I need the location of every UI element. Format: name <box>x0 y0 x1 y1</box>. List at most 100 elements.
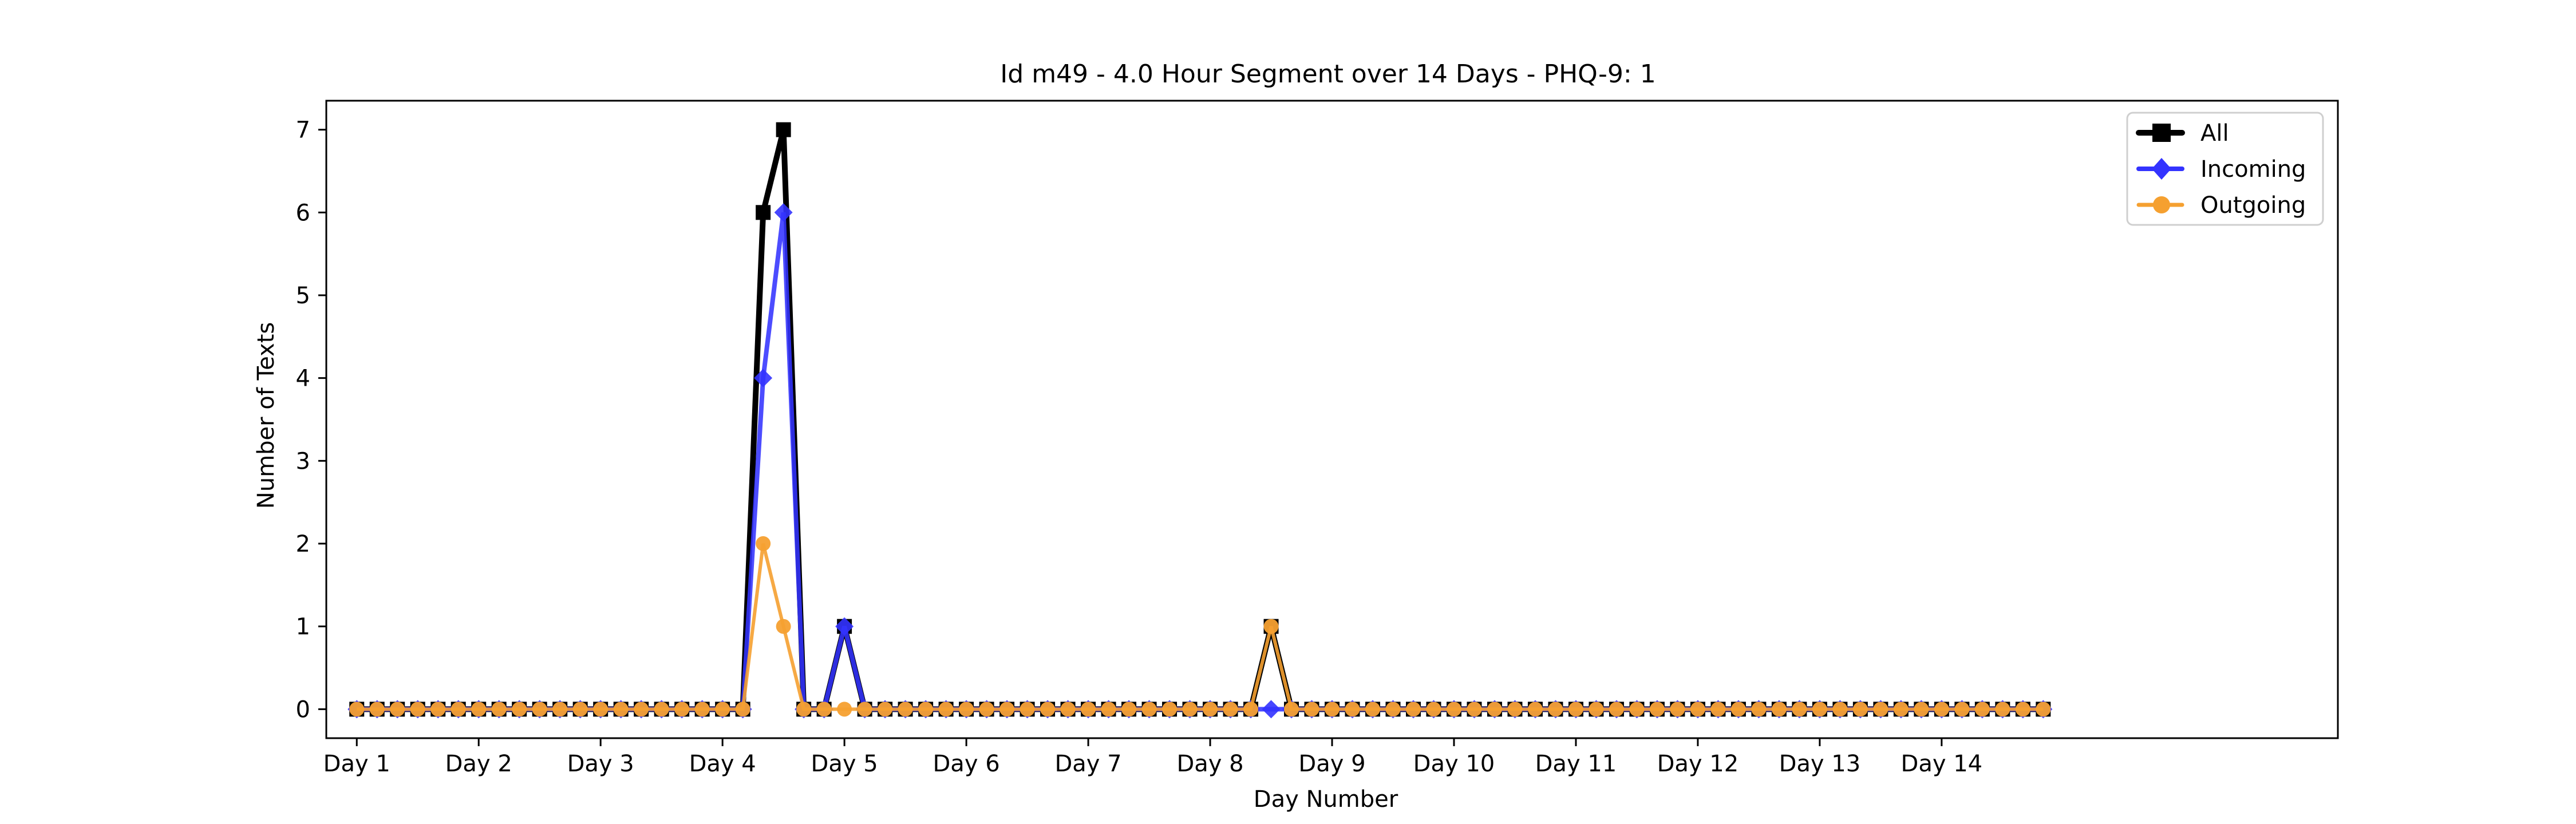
x-tick-label-6: Day 6 <box>933 751 1000 777</box>
series-point-outgoing-11 <box>552 702 568 717</box>
y-tick-label-7: 7 <box>296 117 310 144</box>
x-tick-label-1: Day 1 <box>323 751 390 777</box>
series-point-outgoing-9 <box>512 702 527 717</box>
series-point-outgoing-31 <box>959 702 974 717</box>
legend-outgoing-marker <box>2153 196 2170 213</box>
series-point-outgoing-41 <box>1162 702 1178 717</box>
series-point-outgoing-69 <box>1730 702 1746 717</box>
series-point-outgoing-28 <box>898 702 913 717</box>
series-point-outgoing-21 <box>756 536 771 552</box>
series-point-outgoing-3 <box>390 702 405 717</box>
series-point-outgoing-29 <box>918 702 934 717</box>
series-point-outgoing-35 <box>1040 702 1056 717</box>
series-point-outgoing-83 <box>2015 702 2030 717</box>
y-tick-label-4: 4 <box>296 366 310 392</box>
chart-title: Id m49 - 4.0 Hour Segment over 14 Days -… <box>1000 60 1656 89</box>
series-point-outgoing-20 <box>735 702 750 717</box>
series-point-outgoing-1 <box>349 702 365 717</box>
plot-layer: 0 1 2 3 4 5 6 7 Day 1 Day 2 Day 3 Day 4 Day 5 Day 6 Da… <box>296 100 2339 777</box>
series-point-outgoing-4 <box>410 702 425 717</box>
legend-frame <box>2126 112 2324 226</box>
series-point-outgoing-8 <box>491 702 507 717</box>
series-point-outgoing-17 <box>674 702 690 717</box>
series-point-outgoing-50 <box>1345 702 1360 717</box>
x-axis-label: Day Number <box>1254 786 1398 813</box>
legend-incoming-label: Incoming <box>2200 156 2306 183</box>
x-tick-label-14: Day 14 <box>1901 751 1983 777</box>
series-point-outgoing-81 <box>1974 702 1990 717</box>
series-line-incoming <box>357 212 2044 712</box>
series-point-outgoing-51 <box>1365 702 1380 717</box>
y-tick-label-0: 0 <box>296 696 310 723</box>
series-point-all-22 <box>776 122 791 137</box>
series-point-outgoing-45 <box>1243 702 1259 717</box>
legend-item-all: All <box>2136 120 2229 146</box>
series-point-outgoing-79 <box>1934 702 1949 717</box>
series-point-outgoing-49 <box>1325 702 1340 717</box>
series-point-outgoing-16 <box>654 702 669 717</box>
x-tick-label-4: Day 4 <box>689 751 756 777</box>
series-point-outgoing-60 <box>1548 702 1563 717</box>
series-point-outgoing-32 <box>979 702 994 717</box>
series-point-outgoing-18 <box>694 702 710 717</box>
series-point-outgoing-48 <box>1304 702 1319 717</box>
series-point-outgoing-52 <box>1385 702 1401 717</box>
series-point-outgoing-73 <box>1812 702 1827 717</box>
x-tick-label-9: Day 9 <box>1298 751 1365 777</box>
x-tick-label-12: Day 12 <box>1657 751 1739 777</box>
series-point-outgoing-55 <box>1446 702 1461 717</box>
series-point-outgoing-19 <box>715 702 730 717</box>
series-point-outgoing-67 <box>1690 702 1705 717</box>
legend-all-label: All <box>2200 120 2229 146</box>
series-line-outgoing <box>357 543 2044 711</box>
series-point-outgoing-53 <box>1405 702 1421 717</box>
series-point-outgoing-63 <box>1609 702 1624 717</box>
series-point-incoming-46 <box>1262 700 1281 719</box>
series-point-all-21 <box>756 205 771 220</box>
legend-item-outgoing: Outgoing <box>2136 192 2306 219</box>
series-line-all <box>357 129 2044 712</box>
series-point-outgoing-26 <box>857 702 872 717</box>
series-point-outgoing-40 <box>1141 702 1157 717</box>
x-tick-label-13: Day 13 <box>1779 751 1861 777</box>
series-point-outgoing-23 <box>796 702 812 717</box>
plot-area-frame <box>325 100 2339 739</box>
series-point-outgoing-58 <box>1507 702 1523 717</box>
x-tick-label-8: Day 8 <box>1176 751 1243 777</box>
series-point-outgoing-10 <box>532 702 547 717</box>
series-point-outgoing-13 <box>593 702 609 717</box>
series-point-outgoing-82 <box>1995 702 2010 717</box>
series-point-outgoing-74 <box>1832 702 1848 717</box>
series-point-outgoing-43 <box>1203 702 1218 717</box>
series-point-outgoing-68 <box>1710 702 1726 717</box>
series-point-outgoing-25 <box>837 702 852 717</box>
x-tick-label-5: Day 5 <box>811 751 878 777</box>
series-point-outgoing-64 <box>1629 702 1645 717</box>
series-point-outgoing-33 <box>999 702 1015 717</box>
series-point-outgoing-22 <box>776 619 791 634</box>
series-point-outgoing-2 <box>369 702 385 717</box>
x-tick-label-11: Day 11 <box>1535 751 1617 777</box>
series-point-incoming-22 <box>774 203 793 222</box>
y-tick-label-6: 6 <box>296 200 310 226</box>
y-tick-label-2: 2 <box>296 531 310 557</box>
series-point-outgoing-7 <box>471 702 487 717</box>
series-point-outgoing-76 <box>1873 702 1888 717</box>
series-point-outgoing-72 <box>1792 702 1807 717</box>
series-point-outgoing-27 <box>878 702 893 717</box>
series-point-outgoing-14 <box>613 702 629 717</box>
series-point-outgoing-24 <box>816 702 832 717</box>
series-point-outgoing-47 <box>1284 702 1299 717</box>
series-point-outgoing-70 <box>1751 702 1767 717</box>
series-point-outgoing-34 <box>1020 702 1035 717</box>
series-point-outgoing-75 <box>1852 702 1868 717</box>
x-tick-label-2: Day 2 <box>445 751 512 777</box>
series-point-outgoing-42 <box>1182 702 1198 717</box>
series-point-outgoing-66 <box>1670 702 1685 717</box>
x-tick-label-10: Day 10 <box>1413 751 1495 777</box>
series-point-outgoing-80 <box>1954 702 1970 717</box>
x-tick-label-3: Day 3 <box>567 751 634 777</box>
legend-incoming-marker <box>2152 158 2171 180</box>
series-point-outgoing-57 <box>1487 702 1502 717</box>
